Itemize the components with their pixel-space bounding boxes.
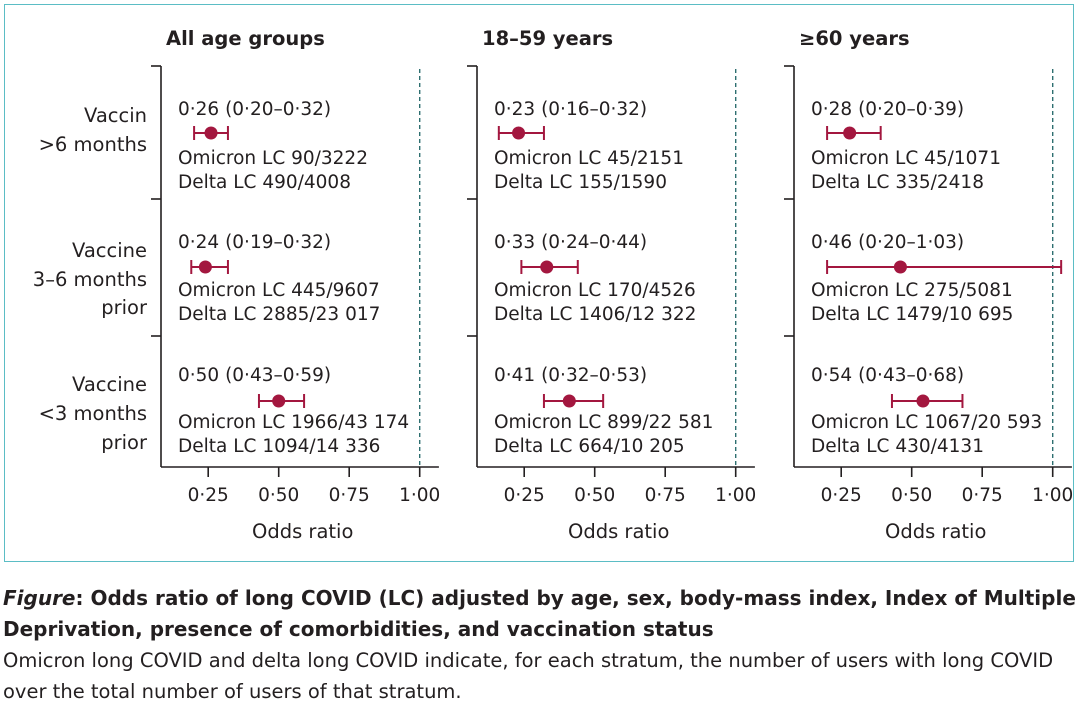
row-label: Vaccine xyxy=(72,373,147,396)
row-label: prior xyxy=(101,431,148,454)
omicron-count-label: Omicron LC 90/3222 xyxy=(178,148,368,169)
row-label: >6 months xyxy=(39,133,147,156)
x-tick-label: 0·75 xyxy=(962,485,1003,506)
x-tick-label: 0·75 xyxy=(329,485,370,506)
x-axis-label: Odds ratio xyxy=(252,520,353,543)
x-tick-label: 0·75 xyxy=(645,485,686,506)
omicron-count-label: Omicron LC 1067/20 593 xyxy=(811,412,1042,433)
panel-title: All age groups xyxy=(166,27,325,50)
x-tick-label: 0·25 xyxy=(504,485,545,506)
or-ci-label: 0·46 (0·20–1·03) xyxy=(811,232,964,253)
row-label: 3–6 months xyxy=(33,268,147,291)
or-point xyxy=(916,394,930,408)
or-ci-label: 0·33 (0·24–0·44) xyxy=(494,232,647,253)
omicron-count-label: Omicron LC 45/2151 xyxy=(494,148,684,169)
row-label: Vaccine xyxy=(72,239,147,262)
delta-count-label: Delta LC 2885/23 017 xyxy=(178,304,380,325)
or-point xyxy=(198,260,212,274)
or-point xyxy=(204,126,218,140)
x-tick-label: 0·50 xyxy=(258,485,299,506)
delta-count-label: Delta LC 490/4008 xyxy=(178,172,351,193)
or-point xyxy=(512,126,526,140)
x-tick-label: 1·00 xyxy=(1032,485,1073,506)
caption-title-text: : Odds ratio of long COVID (LC) adjusted… xyxy=(3,586,1076,641)
x-tick-label: 0·25 xyxy=(188,485,229,506)
omicron-count-label: Omicron LC 1966/43 174 xyxy=(178,412,409,433)
or-point xyxy=(272,394,286,408)
or-point xyxy=(540,260,554,274)
x-tick-label: 0·25 xyxy=(821,485,862,506)
row-label: <3 months xyxy=(39,402,147,425)
forest-plot: Vaccin >6 months Vaccine 3–6 months prior Vac… xyxy=(33,27,1073,543)
caption-body: Omicron long COVID and delta long COVID … xyxy=(3,649,1054,703)
omicron-count-label: Omicron LC 170/4526 xyxy=(494,280,696,301)
or-point xyxy=(562,394,576,408)
or-point xyxy=(843,126,857,140)
delta-count-label: Delta LC 335/2418 xyxy=(811,172,984,193)
x-tick-label: 0·50 xyxy=(891,485,932,506)
row-label: prior xyxy=(101,296,148,319)
panel-title: ≥60 years xyxy=(799,27,910,50)
delta-count-label: Delta LC 1094/14 336 xyxy=(178,436,380,457)
x-tick-label: 1·00 xyxy=(399,485,440,506)
delta-count-label: Delta LC 1406/12 322 xyxy=(494,304,696,325)
row-label: Vaccin xyxy=(84,104,147,127)
omicron-count-label: Omicron LC 445/9607 xyxy=(178,280,380,301)
delta-count-label: Delta LC 430/4131 xyxy=(811,436,984,457)
panel-title: 18–59 years xyxy=(482,27,613,50)
caption-label: Figure xyxy=(3,586,76,610)
x-axis-label: Odds ratio xyxy=(568,520,669,543)
or-ci-label: 0·24 (0·19–0·32) xyxy=(178,232,331,253)
caption-title: Figure: Odds ratio of long COVID (LC) ad… xyxy=(3,583,1077,645)
omicron-count-label: Omicron LC 45/1071 xyxy=(811,148,1001,169)
x-tick-label: 0·50 xyxy=(574,485,615,506)
or-ci-label: 0·28 (0·20–0·39) xyxy=(811,99,964,120)
delta-count-label: Delta LC 664/10 205 xyxy=(494,436,685,457)
figure-frame: Vaccin >6 months Vaccine 3–6 months prior Vac… xyxy=(4,4,1074,562)
omicron-count-label: Omicron LC 899/22 581 xyxy=(494,412,713,433)
or-ci-label: 0·41 (0·32–0·53) xyxy=(494,365,647,386)
or-point xyxy=(893,260,907,274)
delta-count-label: Delta LC 155/1590 xyxy=(494,172,667,193)
delta-count-label: Delta LC 1479/10 695 xyxy=(811,304,1013,325)
or-ci-label: 0·23 (0·16–0·32) xyxy=(494,99,647,120)
or-ci-label: 0·50 (0·43–0·59) xyxy=(178,365,331,386)
or-ci-label: 0·26 (0·20–0·32) xyxy=(178,99,331,120)
omicron-count-label: Omicron LC 275/5081 xyxy=(811,280,1013,301)
x-axis-label: Odds ratio xyxy=(885,520,986,543)
or-ci-label: 0·54 (0·43–0·68) xyxy=(811,365,964,386)
x-tick-label: 1·00 xyxy=(715,485,756,506)
figure-caption: Figure: Odds ratio of long COVID (LC) ad… xyxy=(3,583,1077,707)
